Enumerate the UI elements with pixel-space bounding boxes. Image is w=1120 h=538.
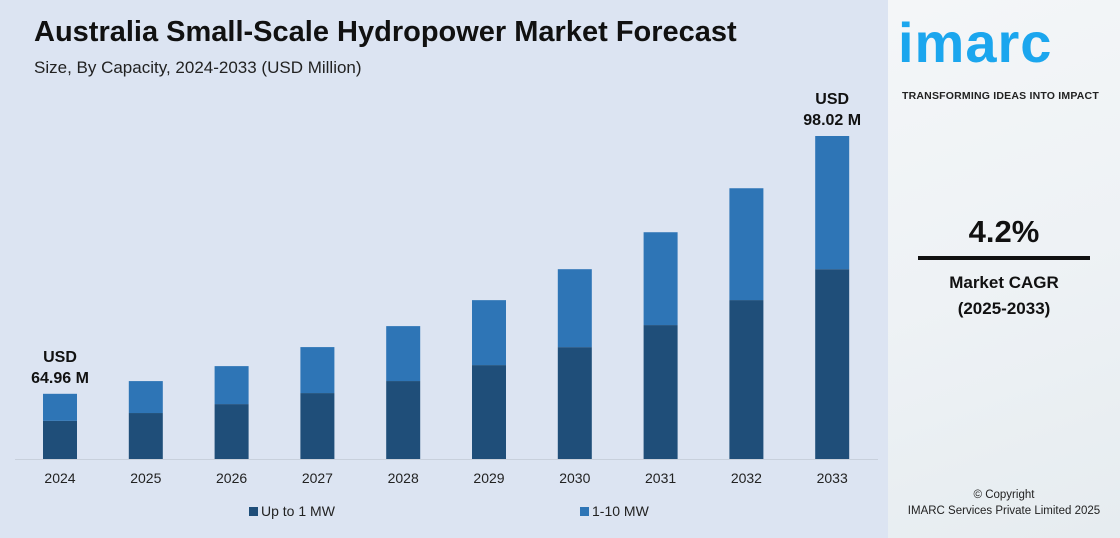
bar-1-10mw-2027 [300,347,335,394]
bar-1-10mw-2028 [386,326,421,382]
legend-label: Up to 1 MW [261,503,336,519]
x-tick-label: 2033 [817,470,848,486]
x-tick-label: 2025 [130,470,161,486]
x-tick-label: 2028 [388,470,419,486]
legend-swatch [249,507,258,516]
bar-chart: 2024 USD 64.96 M 2025 2026 2027 2028 2029 2030 20… [15,91,878,519]
bar-up-to-1mw-2030 [557,347,592,459]
legend-swatch [580,507,589,516]
bar-1-10mw-2026 [214,366,249,405]
bar-1-10mw-2033 [815,136,850,270]
bar-up-to-1mw-2029 [472,365,506,459]
copyright: © Copyright IMARC Services Private Limit… [888,487,1120,519]
chart-title: Australia Small-Scale Hydropower Market … [34,16,737,48]
data-label-value: 64.96 M [31,370,89,387]
data-label-currency: USD [815,91,849,108]
cagr-period: (2025-2033) [957,299,1051,318]
x-tick-label: 2026 [216,470,247,486]
x-tick-label: 2030 [559,470,590,486]
bar-up-to-1mw-2033 [815,269,850,459]
bar-1-10mw-2024 [43,393,77,421]
bar-1-10mw-2031 [643,232,678,326]
imarc-logo: imarc [898,11,1053,74]
x-tick-label: 2032 [731,470,762,486]
data-label-value: 98.02 M [803,112,861,129]
bar-up-to-1mw-2026 [214,404,249,459]
bar-up-to-1mw-2027 [300,393,335,459]
bar-up-to-1mw-2031 [643,325,678,459]
brand-tagline: TRANSFORMING IDEAS INTO IMPACT [902,90,1099,102]
copyright-line2: IMARC Services Private Limited 2025 [907,505,1101,517]
bar-up-to-1mw-2028 [386,381,421,459]
x-tick-label: 2029 [473,470,504,486]
copyright-line1: © Copyright [973,489,1035,501]
legend-label: 1-10 MW [592,503,650,519]
x-tick-label: 2024 [44,470,75,486]
bar-up-to-1mw-2032 [729,300,764,459]
bar-1-10mw-2029 [472,300,506,366]
bar-1-10mw-2025 [128,381,163,414]
x-tick-label: 2031 [645,470,676,486]
bar-1-10mw-2030 [557,269,592,348]
bar-1-10mw-2032 [729,188,764,301]
bar-up-to-1mw-2024 [43,420,77,459]
chart-subtitle: Size, By Capacity, 2024-2033 (USD Millio… [34,58,362,77]
data-label-currency: USD [43,349,77,366]
cagr-value: 4.2% [968,214,1040,249]
cagr-divider [918,256,1090,260]
bar-up-to-1mw-2025 [128,413,163,459]
cagr-label: Market CAGR (2025-2033) [918,270,1090,322]
x-tick-label: 2027 [302,470,333,486]
cagr-label-text: Market CAGR [949,273,1059,292]
chart-panel: Australia Small-Scale Hydropower Market … [0,0,888,538]
sidebar: imarc TRANSFORMING IDEAS INTO IMPACT 4.2… [888,0,1120,538]
